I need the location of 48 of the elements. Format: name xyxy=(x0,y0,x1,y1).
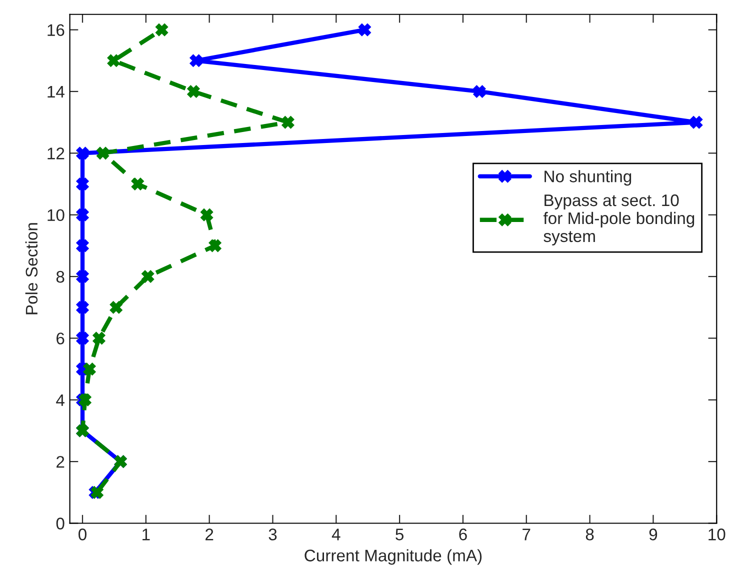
point xyxy=(690,116,703,129)
legend-label: No shunting xyxy=(544,170,632,186)
point xyxy=(473,85,486,98)
point xyxy=(131,178,144,190)
x-tick-label: 7 xyxy=(522,528,530,540)
point xyxy=(78,394,92,406)
x-axis-title: Current Magnitude (mA) xyxy=(304,549,482,565)
point xyxy=(282,116,294,129)
point xyxy=(83,362,96,376)
x-tick-label: 6 xyxy=(459,528,467,540)
x-tick-label: 8 xyxy=(586,528,594,540)
x-tick-label: 1 xyxy=(142,528,150,540)
y-tick-label: 4 xyxy=(56,394,64,406)
y-tick-label: 2 xyxy=(56,456,64,468)
x-tick-label: 9 xyxy=(649,528,658,540)
point xyxy=(200,208,214,222)
y-axis-title: Pole Section xyxy=(25,223,38,314)
point xyxy=(156,24,168,36)
x-tick-label: 5 xyxy=(396,528,404,540)
point xyxy=(190,54,202,67)
y-tick-label: 10 xyxy=(48,209,64,222)
point xyxy=(76,301,89,314)
point xyxy=(76,178,89,190)
point xyxy=(76,332,89,344)
y-tick-label: 14 xyxy=(48,86,64,98)
x-tick-label: 4 xyxy=(332,528,340,540)
y-tick-label: 0 xyxy=(56,518,64,530)
y-tick-label: 8 xyxy=(56,270,64,283)
point xyxy=(76,239,89,252)
legend-label: Bypass at sect. 10 for Mid-pole bonding system xyxy=(543,194,694,246)
x-tick-label: 0 xyxy=(78,528,86,540)
y-tick-label: 6 xyxy=(56,332,64,344)
point xyxy=(76,208,89,222)
point xyxy=(358,24,371,36)
point xyxy=(142,270,154,283)
point xyxy=(110,301,122,314)
point xyxy=(107,54,120,67)
point xyxy=(96,146,110,160)
y-tick-label: 16 xyxy=(48,24,64,36)
point xyxy=(76,270,89,283)
point xyxy=(76,146,89,160)
point xyxy=(92,332,106,344)
point xyxy=(187,85,200,98)
point xyxy=(208,239,222,252)
x-tick-label: 10 xyxy=(708,528,726,540)
x-tick-label: 3 xyxy=(268,528,277,540)
x-tick-label: 2 xyxy=(206,528,214,540)
y-tick-label: 12 xyxy=(48,148,64,160)
